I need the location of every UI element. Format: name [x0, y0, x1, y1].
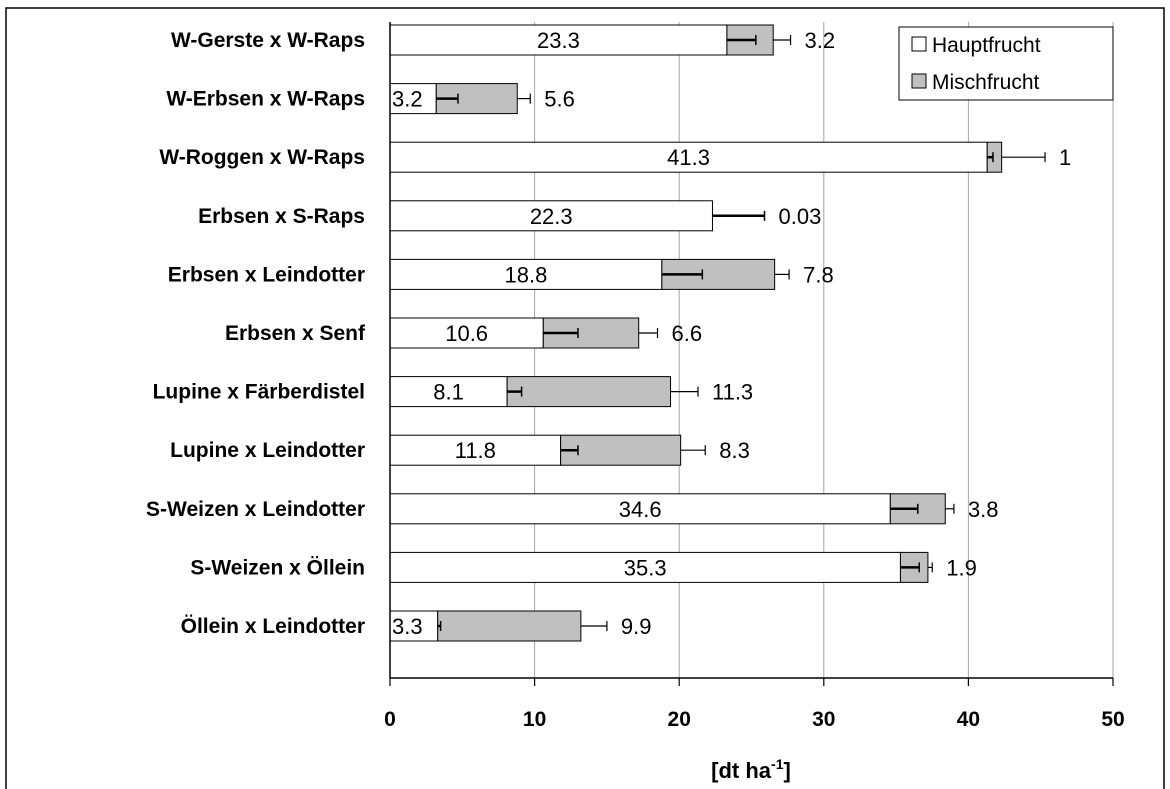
category-label: Erbsen x Senf: [225, 322, 366, 345]
x-tick-label: 10: [523, 708, 546, 731]
bar-hauptfrucht: [389, 258, 663, 290]
bar-hauptfrucht: [389, 434, 562, 466]
legend-label-hauptfrucht: Hauptfrucht: [932, 34, 1041, 57]
category-label: Lupine x Leindotter: [170, 439, 365, 462]
legend-swatch-hauptfrucht: [911, 36, 927, 52]
value-label-mischfrucht: 7.8: [803, 262, 834, 287]
legend-swatch-mischfrucht: [911, 73, 927, 89]
value-label-hauptfrucht: 3.2: [392, 87, 423, 112]
x-tick-label: 30: [812, 708, 835, 731]
x-tick-label: 0: [384, 708, 396, 731]
category-labels: W-Gerste x W-Raps W-Erbsen x W-Raps W-Rogg…: [146, 29, 366, 638]
value-label-hauptfrucht: 23.3: [537, 28, 580, 53]
value-label-mischfrucht: 3.2: [805, 28, 836, 53]
bar-mischfrucht: [560, 434, 682, 466]
value-label-hauptfrucht: 35.3: [624, 555, 667, 580]
value-label-mischfrucht: 1: [1059, 145, 1071, 170]
value-label-mischfrucht: 0.03: [779, 204, 822, 229]
x-ticks: 0 10 20 30 40 50: [384, 678, 1125, 731]
value-label-mischfrucht: 5.6: [544, 87, 575, 112]
legend-box: [898, 26, 1114, 101]
category-label: W-Roggen x W-Raps: [159, 146, 365, 169]
value-label-hauptfrucht: 8.1: [433, 380, 464, 405]
value-label-hauptfrucht: 41.3: [667, 145, 710, 170]
legend-label-mischfrucht: Mischfrucht: [932, 71, 1040, 94]
bar-group: [389, 24, 1003, 642]
value-label-hauptfrucht: 3.3: [392, 614, 423, 639]
value-label-mischfrucht: 3.8: [968, 497, 999, 522]
value-labels: 23.3 3.2 3.2 5.6 41.3 1 22.3 0.03 18.8 7.8 10.6 6.6…: [392, 28, 1071, 639]
x-axis-title: [dt ha-1]: [711, 756, 791, 783]
category-label: Erbsen x S-Raps: [198, 205, 365, 228]
bar-mischfrucht: [506, 376, 672, 408]
category-label: S-Weizen x Leindotter: [146, 498, 365, 521]
bar-hauptfrucht: [389, 200, 713, 232]
value-label-mischfrucht: 8.3: [719, 438, 750, 463]
bar-hauptfrucht: [389, 83, 437, 115]
value-label-mischfrucht: 6.6: [672, 321, 703, 346]
value-label-mischfrucht: 9.9: [621, 614, 652, 639]
value-label-hauptfrucht: 34.6: [619, 497, 662, 522]
category-label: Lupine x Färberdistel: [153, 381, 365, 404]
error-bar-group: [436, 35, 1046, 631]
bar-hauptfrucht: [389, 141, 988, 173]
x-tick-label: 40: [957, 708, 980, 731]
bar-hauptfrucht: [389, 317, 544, 349]
category-label: W-Erbsen x W-Raps: [166, 88, 365, 111]
x-tick-label: 50: [1101, 708, 1124, 731]
category-label: Erbsen x Leindotter: [168, 263, 365, 286]
x-tick-label: 20: [668, 708, 691, 731]
category-label: S-Weizen x Öllein: [190, 556, 365, 579]
value-label-hauptfrucht: 22.3: [530, 204, 573, 229]
value-label-hauptfrucht: 18.8: [505, 262, 548, 287]
bar-mischfrucht: [437, 610, 582, 642]
category-label: Öllein x Leindotter: [181, 615, 365, 638]
bar-hauptfrucht: [389, 376, 508, 408]
value-label-mischfrucht: 1.9: [946, 555, 977, 580]
legend: Hauptfrucht Mischfrucht: [898, 26, 1114, 101]
category-label: W-Gerste x W-Raps: [171, 29, 365, 52]
bar-hauptfrucht: [389, 493, 891, 525]
value-label-hauptfrucht: 11.8: [455, 438, 496, 463]
bar-hauptfrucht: [389, 551, 901, 583]
value-label-hauptfrucht: 10.6: [445, 321, 488, 346]
value-label-mischfrucht: 11.3: [712, 380, 753, 405]
